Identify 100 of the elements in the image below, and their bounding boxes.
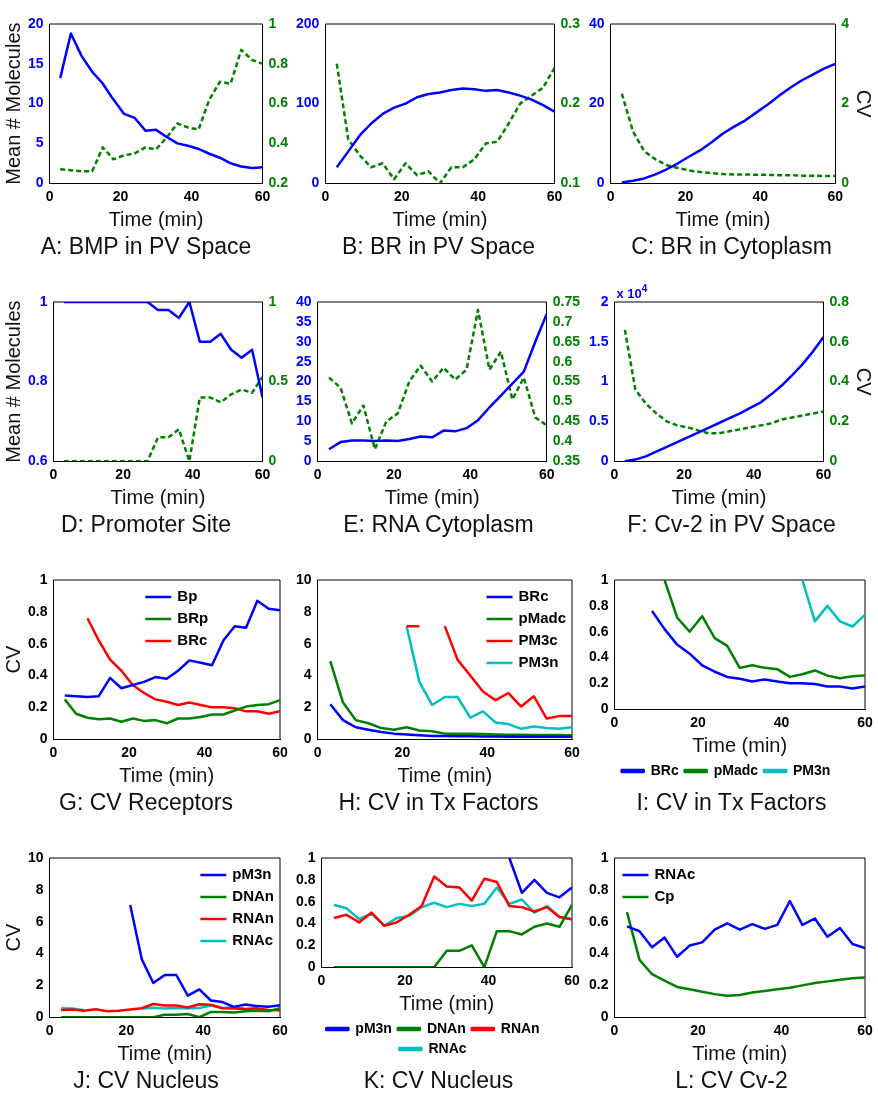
x-tick-label: 40 bbox=[746, 466, 762, 483]
y-tick-label: 1 bbox=[39, 570, 48, 587]
y2-tick-label: 0.6 bbox=[829, 332, 850, 349]
y2-tick-label: 0.7 bbox=[552, 312, 573, 329]
y-tick-label: 1 bbox=[39, 292, 48, 309]
x-tick-label: 40 bbox=[752, 188, 769, 205]
legend-label: Cp bbox=[654, 887, 675, 905]
y-tick-label: 0 bbox=[600, 452, 609, 469]
y-tick-label: 100 bbox=[296, 94, 320, 111]
y2-tick-label: 0.6 bbox=[268, 94, 289, 111]
text: C: BR in Cytoplasm bbox=[630, 232, 833, 260]
y-tick-label: 2 bbox=[600, 292, 609, 309]
text: E: RNA Cytoplasm bbox=[342, 510, 535, 538]
x-tick-label: 60 bbox=[254, 466, 271, 483]
x-tick-label: 20 bbox=[115, 466, 132, 483]
y-tick-label: 5 bbox=[303, 432, 312, 449]
y2-tick-label: 0.5 bbox=[552, 392, 573, 409]
x-tick-label: 20 bbox=[397, 972, 413, 989]
text: G: CV Receptors bbox=[58, 788, 234, 816]
y-tick-label: 0.6 bbox=[27, 634, 48, 651]
x-tick-label: 20 bbox=[676, 466, 693, 483]
y-axis-title: CV bbox=[1, 645, 24, 674]
x-axis-title: Time (min) bbox=[117, 1041, 213, 1064]
y-tick-label: 4 bbox=[35, 944, 44, 961]
y-tick-label: 2 bbox=[35, 976, 44, 993]
legend-label: RNAc bbox=[654, 865, 696, 883]
y2-tick-label: 1 bbox=[268, 292, 277, 309]
y-tick-label: 0 bbox=[35, 1008, 44, 1025]
y-tick-label: 1 bbox=[600, 372, 609, 389]
y-tick-label: 0 bbox=[307, 958, 316, 975]
y-tick-label: 10 bbox=[295, 412, 312, 429]
x-tick-label: 20 bbox=[121, 744, 137, 761]
x-axis-title: Time (min) bbox=[108, 207, 204, 230]
y-tick-label: 2 bbox=[303, 698, 312, 715]
y2-tick-label: 0.1 bbox=[560, 174, 581, 191]
y-tick-label: 0.6 bbox=[295, 892, 316, 909]
x-tick-label: 60 bbox=[857, 1022, 873, 1039]
y-tick-label: 0 bbox=[600, 1008, 609, 1025]
y2-tick-label: 0 bbox=[841, 174, 850, 191]
y2-tick-label: 0.45 bbox=[552, 412, 581, 429]
y-tick-label: 0 bbox=[303, 452, 312, 469]
legend-label: BRc bbox=[518, 587, 549, 605]
legend-label: RNAn bbox=[232, 909, 275, 927]
y2-tick-label: 0 bbox=[829, 452, 838, 469]
y2-tick-label: 0.3 bbox=[560, 14, 581, 31]
y-tick-label: 0.8 bbox=[295, 870, 316, 887]
y2-tick-label: 0 bbox=[268, 452, 277, 469]
y2-tick-label: 0.4 bbox=[829, 372, 850, 389]
y2-tick-label: 0.6 bbox=[552, 352, 573, 369]
y-tick-label: 0 bbox=[600, 700, 609, 717]
y-tick-label: 1 bbox=[307, 848, 316, 865]
line-series bbox=[62, 375, 263, 462]
text: K: CV Nucleus bbox=[362, 1066, 515, 1094]
y-tick-label: 25 bbox=[295, 352, 312, 369]
text: F: Cv-2 in PV Space bbox=[626, 510, 837, 538]
text: B: BR in PV Space bbox=[340, 232, 536, 260]
x-tick-label: 20 bbox=[690, 1022, 706, 1039]
x-tick-label: 60 bbox=[815, 466, 832, 483]
x-tick-label: 60 bbox=[857, 714, 873, 731]
y-tick-label: 0.2 bbox=[295, 936, 316, 953]
y-axis-title: Mean # Molecules bbox=[1, 22, 24, 185]
x-axis-title: Time (min) bbox=[671, 485, 767, 508]
x-axis-title: Time (min) bbox=[392, 207, 488, 230]
y2-tick-label: 0.4 bbox=[268, 134, 289, 151]
x-axis-title: Time (min) bbox=[692, 733, 788, 756]
y2-tick-label: 0.55 bbox=[552, 372, 581, 389]
y2-tick-label: 4 bbox=[841, 14, 850, 31]
x-tick-label: 40 bbox=[773, 714, 790, 731]
y2-tick-label: 0.35 bbox=[552, 452, 581, 469]
y2-tick-label: 0.8 bbox=[268, 54, 289, 71]
x-axis-title: Time (min) bbox=[119, 763, 215, 786]
y-tick-label: 20 bbox=[588, 94, 605, 111]
y2-tick-label: 0.2 bbox=[268, 174, 289, 191]
x-tick-label: 40 bbox=[479, 744, 496, 761]
y-tick-label: 0 bbox=[596, 174, 605, 191]
y-tick-label: 0.4 bbox=[588, 944, 609, 961]
legend-label: RNAc bbox=[232, 931, 274, 949]
legend-label: PM3n bbox=[793, 761, 831, 778]
y-tick-label: 0.8 bbox=[588, 880, 609, 897]
line-series bbox=[335, 62, 555, 184]
x-tick-label: 40 bbox=[470, 188, 487, 205]
x-tick-label: 20 bbox=[112, 188, 129, 205]
text: L: CV Cv-2 bbox=[674, 1066, 789, 1094]
y-tick-label: 0.2 bbox=[588, 674, 609, 691]
x-axis-title: Time (min) bbox=[675, 207, 771, 230]
y-tick-label: 0.8 bbox=[27, 372, 48, 389]
y2-tick-label: 0.8 bbox=[829, 292, 850, 309]
line-series bbox=[623, 328, 824, 435]
y-tick-label: 6 bbox=[35, 912, 44, 929]
y-tick-label: 10 bbox=[295, 570, 312, 587]
y2-tick-label: 0.2 bbox=[829, 412, 850, 429]
x-tick-label: 60 bbox=[254, 188, 271, 205]
y-tick-label: 0 bbox=[303, 730, 312, 747]
x-tick-label: 60 bbox=[272, 1022, 288, 1039]
y2-tick-label: 0.75 bbox=[552, 292, 581, 309]
y-tick-label: 0 bbox=[35, 174, 44, 191]
y2-axis-title: CV bbox=[853, 89, 876, 119]
y-tick-label: 0.2 bbox=[588, 976, 609, 993]
x-axis-title: Time (min) bbox=[399, 991, 495, 1014]
y-tick-label: 1.5 bbox=[588, 332, 609, 349]
